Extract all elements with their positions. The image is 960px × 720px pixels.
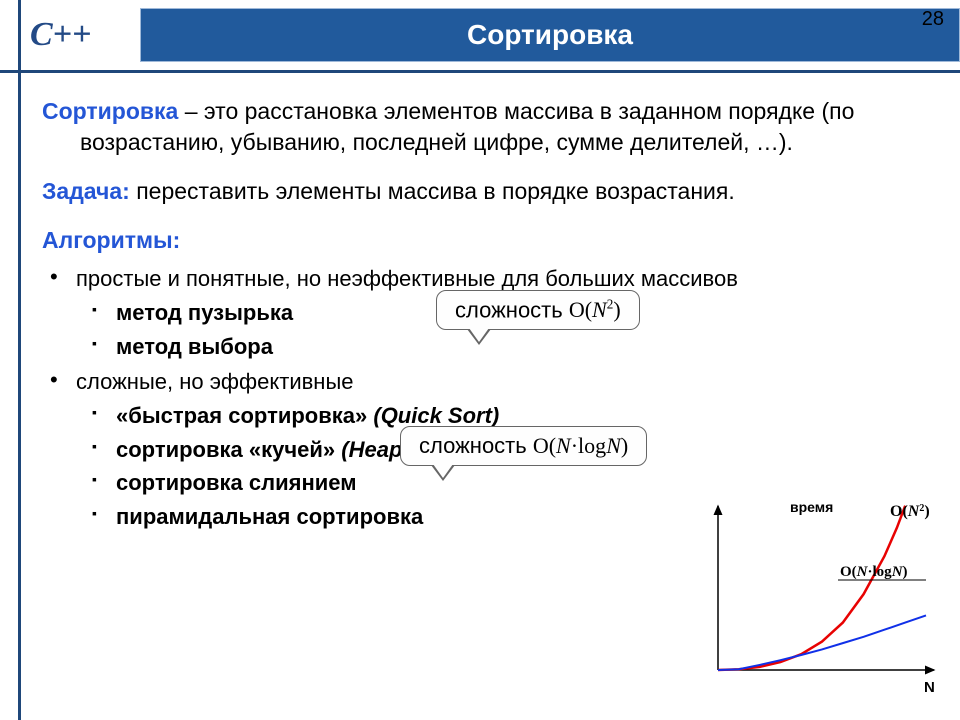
slide-title: Сортировка <box>467 19 633 51</box>
frame-vertical <box>18 0 21 720</box>
slide-title-bar: Сортировка <box>140 8 960 62</box>
list-item: сортировка слиянием <box>76 468 940 498</box>
simple-intro: простые и понятные, но неэффективные для… <box>76 266 738 291</box>
definition-text: – это расстановка элементов массива в за… <box>80 98 854 155</box>
algo-term: Алгоритмы: <box>42 227 180 253</box>
callout2-prefix: сложность <box>419 433 533 458</box>
task-text: переставить элементы массива в порядке в… <box>130 178 735 204</box>
svg-text:O(N2): O(N2) <box>890 503 930 521</box>
callout-complexity-nlogn: сложность O(N·logN) <box>400 426 647 466</box>
definition-para: Сортировка – это расстановка элементов м… <box>42 96 940 158</box>
frame-horizontal <box>0 70 960 73</box>
task-term: Задача: <box>42 178 130 204</box>
list-item: метод выбора <box>76 332 940 362</box>
svg-text:время: время <box>790 499 833 515</box>
algo-heading: Алгоритмы: <box>42 225 940 256</box>
slide-header: C++ Сортировка 28 <box>0 0 960 70</box>
definition-term: Сортировка <box>42 98 178 124</box>
logo: C++ <box>0 0 140 70</box>
svg-text:O(N·logN): O(N·logN) <box>840 564 908 580</box>
callout1-formula: O(N2) <box>569 297 621 322</box>
complexity-chart: время N O(N2) O(N·logN) <box>690 498 940 698</box>
task-para: Задача: переставить элементы массива в п… <box>42 176 940 207</box>
callout-tail-icon <box>467 329 491 345</box>
callout2-formula: O(N·logN) <box>533 433 628 458</box>
callout-complexity-n2: сложность O(N2) <box>436 290 640 330</box>
callout-tail-icon <box>431 465 455 481</box>
page-number: 28 <box>922 8 944 31</box>
callout1-prefix: сложность <box>455 297 569 322</box>
complex-intro: сложные, но эффективные <box>76 369 354 394</box>
svg-text:N: N <box>924 679 935 696</box>
